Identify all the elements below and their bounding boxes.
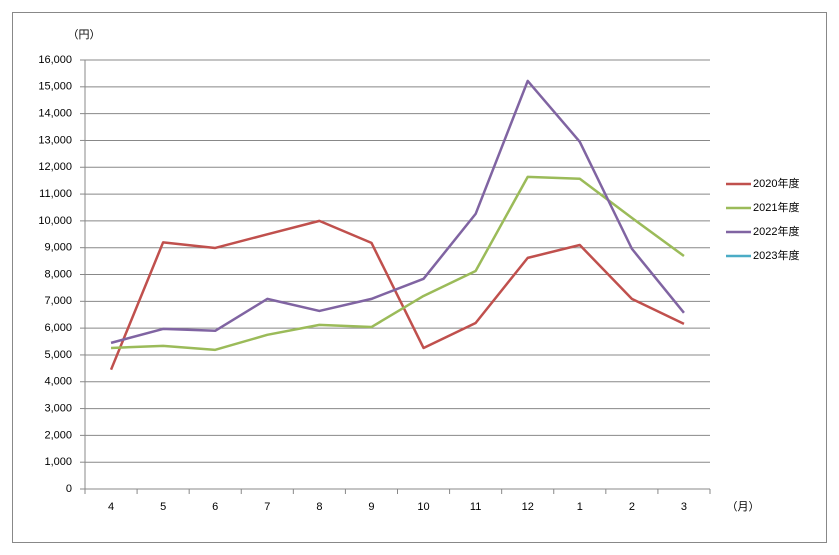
y-tick-label: 11,000 bbox=[39, 188, 72, 200]
x-tick-label: 11 bbox=[470, 501, 481, 513]
series-line bbox=[109, 219, 685, 371]
x-axis-label: （月） bbox=[727, 500, 760, 513]
x-tick-label: 6 bbox=[212, 501, 218, 513]
y-tick-label: 6,000 bbox=[44, 322, 72, 334]
legend-label: 2020年度 bbox=[753, 176, 799, 190]
y-tick-label: 12,000 bbox=[38, 161, 72, 173]
series-line bbox=[110, 175, 685, 352]
x-tick-label: 4 bbox=[108, 501, 114, 513]
x-tick-label: 8 bbox=[316, 501, 322, 513]
y-tick-label: 1,000 bbox=[44, 456, 72, 468]
legend-label: 2021年度 bbox=[753, 200, 799, 214]
x-tick-label: 5 bbox=[160, 501, 166, 513]
y-tick-label: 9,000 bbox=[44, 242, 72, 254]
y-tick-label: 15,000 bbox=[38, 81, 72, 93]
legend-label: 2023年度 bbox=[753, 248, 799, 262]
y-axis-label: （円） bbox=[68, 28, 101, 41]
x-tick-label: 12 bbox=[522, 501, 534, 513]
y-tick-label: 4,000 bbox=[44, 376, 72, 388]
y-tick-label: 0 bbox=[66, 483, 72, 495]
x-tick-label: 7 bbox=[264, 501, 270, 513]
x-tick-label: 10 bbox=[417, 501, 429, 513]
series-line bbox=[110, 79, 685, 345]
x-tick-label: 2 bbox=[629, 501, 635, 513]
chart-border bbox=[12, 12, 827, 543]
y-tick-label: 2,000 bbox=[44, 429, 72, 441]
x-tick-label: 9 bbox=[368, 501, 374, 513]
y-tick-label: 10,000 bbox=[38, 215, 72, 227]
y-tick-label: 13,000 bbox=[38, 134, 72, 146]
y-tick-label: 5,000 bbox=[44, 349, 72, 361]
y-tick-label: 14,000 bbox=[38, 108, 72, 120]
x-tick-label: 3 bbox=[681, 501, 687, 513]
legend-label: 2022年度 bbox=[753, 224, 799, 238]
y-tick-label: 16,000 bbox=[38, 54, 72, 66]
x-tick-label: 1 bbox=[577, 501, 583, 513]
y-tick-label: 3,000 bbox=[44, 402, 72, 414]
y-tick-label: 8,000 bbox=[44, 268, 72, 280]
y-tick-label: 7,000 bbox=[44, 295, 72, 307]
